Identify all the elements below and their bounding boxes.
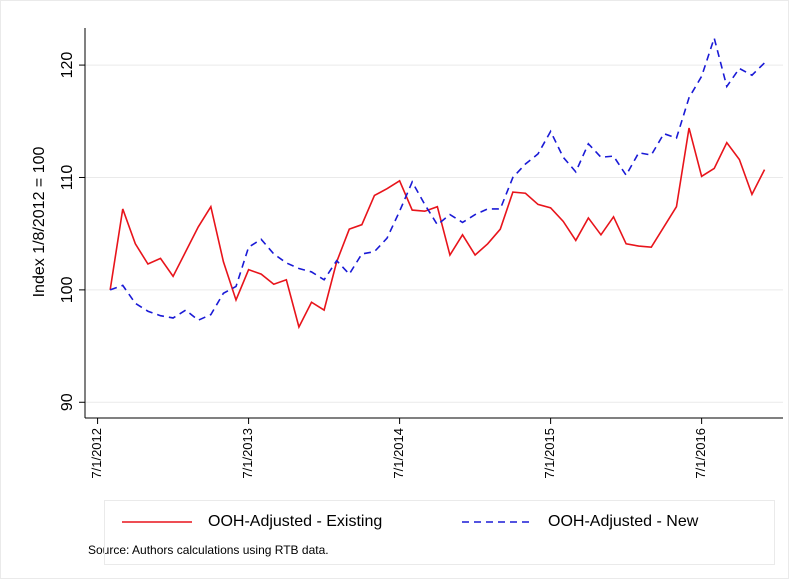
- legend-label: OOH-Adjusted - New: [548, 513, 699, 530]
- x-tick-label: 7/1/2013: [240, 428, 255, 479]
- y-axis-label: Index 1/8/2012 = 100: [31, 147, 48, 298]
- source-note: Source: Authors calculations using RTB d…: [88, 543, 329, 557]
- legend-box: [104, 500, 775, 565]
- legend-label: OOH-Adjusted - Existing: [208, 513, 382, 530]
- y-tick-label: 100: [59, 276, 76, 303]
- y-tick-label: 110: [59, 165, 76, 191]
- series-line: [109, 35, 766, 322]
- x-tick-label: 7/1/2016: [693, 428, 708, 479]
- y-tick-label: 120: [59, 52, 76, 79]
- y-tick-label: 90: [59, 393, 76, 411]
- x-tick-label: 7/1/2012: [89, 428, 104, 479]
- series-line: [109, 127, 766, 330]
- x-tick-label: 7/1/2014: [391, 428, 406, 479]
- x-tick-label: 7/1/2015: [542, 428, 557, 479]
